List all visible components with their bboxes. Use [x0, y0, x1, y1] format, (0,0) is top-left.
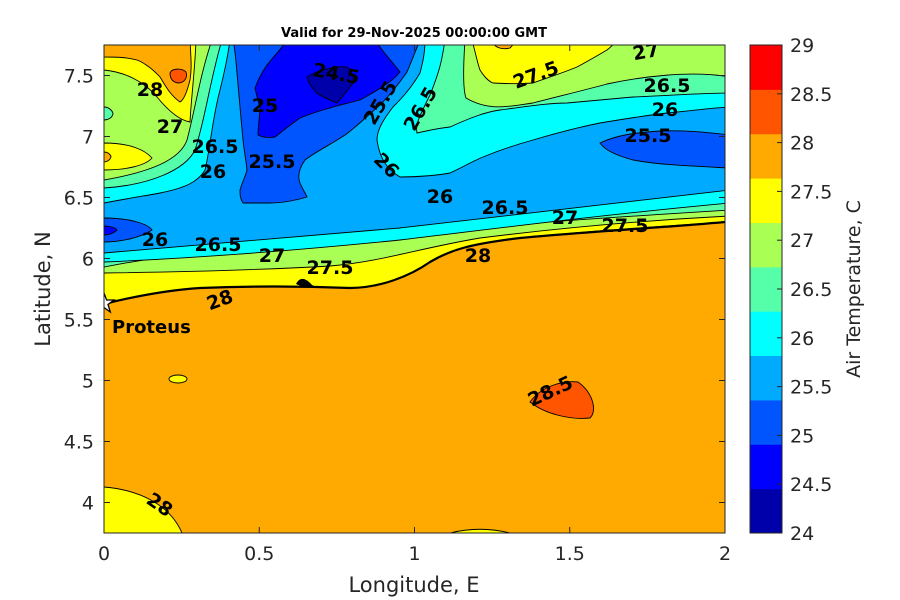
contour-label: 26 — [200, 161, 226, 183]
chart-title: Valid for 29-Nov-2025 00:00:00 GMT — [281, 26, 547, 41]
marker-label: Proteus — [112, 317, 191, 338]
y-tick-label: 4.5 — [64, 432, 94, 454]
contour-label: 28 — [137, 79, 163, 101]
band-24-5-west — [104, 225, 118, 236]
y-axis: 4 4.5 5 5.5 6 6.5 7 7.5 — [64, 66, 725, 515]
band-27-5-west — [104, 142, 153, 171]
band-28-ne — [493, 45, 514, 50]
y-tick-label: 6 — [82, 249, 94, 271]
contour-label: 26.5 — [195, 234, 242, 256]
colorbar-swatch — [750, 89, 782, 135]
colorbar-swatch — [750, 178, 782, 223]
colorbar-tick-label: 29 — [790, 35, 814, 57]
colorbar-tick-label: 24 — [790, 523, 814, 545]
contour-label: 26 — [142, 229, 168, 251]
colorbar-label: Air Temperature, C — [843, 200, 865, 378]
colorbar-tick-label: 26.5 — [790, 279, 832, 301]
contour-label: 27.5 — [307, 257, 354, 279]
contour-label: 25 — [252, 95, 278, 117]
contour-label: 27 — [552, 207, 578, 229]
y-tick-label: 5.5 — [64, 310, 94, 332]
x-tick-label: 1 — [408, 543, 420, 565]
contour-label: 27 — [259, 245, 285, 267]
coastline-28-contour — [104, 220, 725, 306]
y-tick-label: 6.5 — [64, 188, 94, 210]
colorbar-swatch — [750, 355, 782, 401]
colorbar-tick-label: 25 — [790, 425, 814, 447]
contour-label: 25.5 — [625, 125, 672, 147]
colorbar-tick-label: 28 — [790, 133, 814, 155]
band-27-5-spot — [168, 374, 188, 384]
colorbar-tick-label: 27 — [790, 230, 814, 252]
y-tick-label: 7.5 — [64, 66, 94, 88]
contour-label: 27.5 — [602, 215, 649, 237]
y-tick-label: 5 — [82, 371, 94, 393]
band-25-east — [599, 130, 725, 169]
x-axis: 0 0.5 1 1.5 2 — [98, 45, 731, 565]
x-tick-label: 1.5 — [555, 543, 585, 565]
colorbar-swatch — [750, 488, 782, 534]
contour-label: 27 — [631, 39, 661, 65]
colorbar-swatch — [750, 444, 782, 490]
band-24 — [306, 66, 354, 104]
x-tick-label: 0.5 — [244, 543, 274, 565]
contour-label: 28 — [465, 245, 491, 267]
x-tick-label: 0 — [98, 543, 110, 565]
contour-label: 26.5 — [482, 197, 529, 219]
contour-label: 26.5 — [644, 75, 691, 97]
y-tick-label: 4 — [82, 493, 94, 515]
band-28-west — [104, 151, 112, 163]
star-marker-icon — [104, 291, 116, 314]
contour-field: 24.5 25.5 26.5 26 27 27.5 26.5 26 25.5 2… — [104, 39, 725, 533]
contour-label: 26 — [652, 99, 678, 121]
band-27-5-ne — [472, 45, 614, 85]
contour-label: 27 — [157, 116, 183, 138]
band-28-nw — [104, 45, 192, 103]
colorbar-tick-label: 24.5 — [790, 474, 832, 496]
band-25-west — [104, 217, 153, 243]
colorbar-swatch — [750, 266, 782, 312]
colorbar-swatch — [750, 45, 782, 90]
colorbar-swatch — [750, 222, 782, 268]
colorbar-swatch — [750, 311, 782, 357]
band-26-5-west — [104, 106, 114, 121]
colorbar-swatch — [750, 399, 782, 445]
y-tick-label: 7 — [82, 127, 94, 149]
colorbar-tick-label: 27.5 — [790, 181, 832, 203]
contour-label: 25.5 — [249, 151, 296, 173]
y-axis-label: Latitude, N — [31, 231, 55, 347]
colorbar-tick-label: 25.5 — [790, 377, 832, 399]
colorbar: 24 24.5 25 25.5 26 26.5 27 27.5 28 28.5 29 — [749, 35, 832, 545]
colorbar-swatch — [750, 133, 782, 179]
x-axis-label: Longitude, E — [348, 573, 479, 597]
coastline-detail — [296, 278, 314, 288]
contour-label: 26 — [427, 186, 453, 208]
colorbar-tick-label: 26 — [790, 328, 814, 350]
band-28-5-blob — [529, 381, 594, 419]
colorbar-tick-label: 28.5 — [790, 84, 832, 106]
contour-label: 26.5 — [192, 136, 239, 158]
x-tick-label: 2 — [719, 543, 731, 565]
band-28-5-nw — [169, 68, 187, 84]
